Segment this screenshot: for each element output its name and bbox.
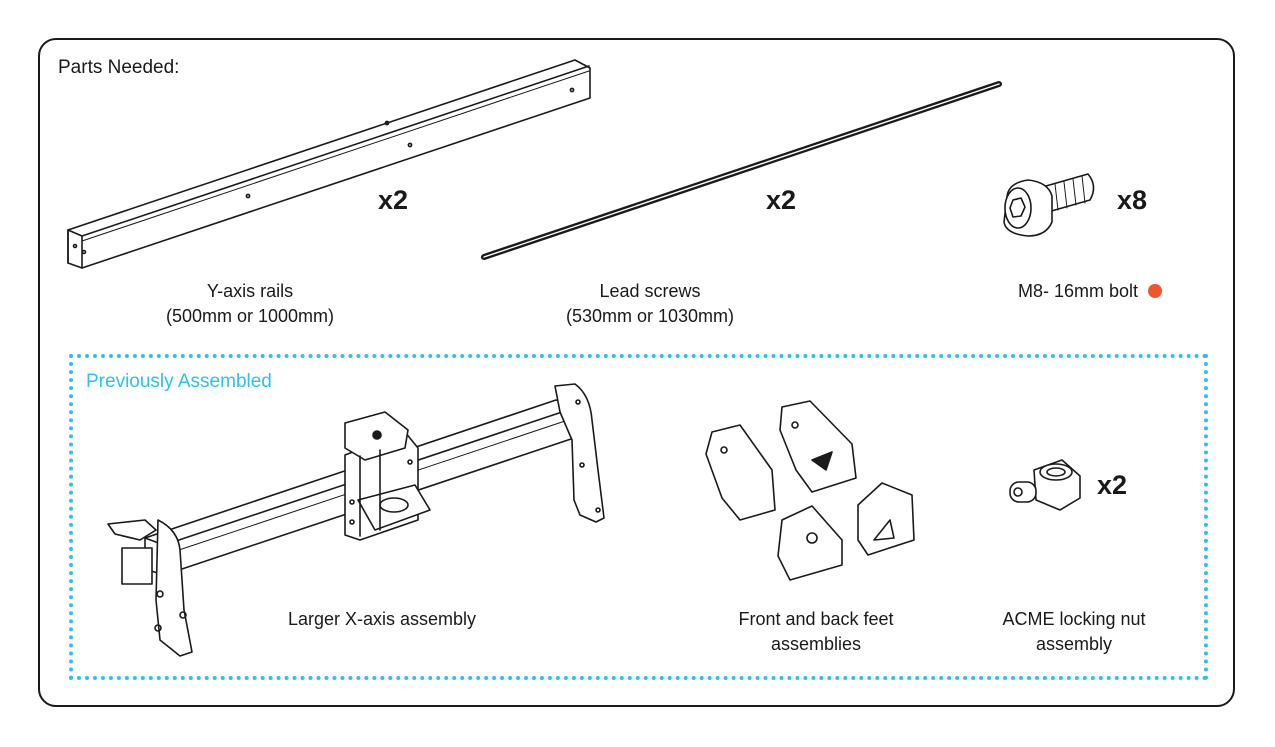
parts-panel: [38, 38, 1235, 707]
bolt-label-text: M8- 16mm bolt: [1017, 281, 1139, 301]
feet-label-line1: Front and back feet: [738, 609, 894, 629]
rail-quantity: x2: [378, 185, 409, 215]
bolt-quantity: x8: [1117, 185, 1148, 215]
acme-nut-icon: [1009, 459, 1081, 511]
x-axis-assembly-icon: [107, 383, 605, 657]
acme-nut-quantity: x2: [1097, 470, 1128, 500]
acme-nut-label: ACME locking nut assembly: [984, 607, 1164, 657]
rail-label-line1: Y-axis rails: [206, 281, 294, 301]
acme-label-line2: assembly: [1035, 634, 1113, 654]
feet-assemblies-icon: [705, 400, 915, 581]
previously-assembled-title: Previously Assembled: [86, 371, 272, 392]
bolt-marker-dot: [1148, 284, 1163, 298]
lead-screw-label: Lead screws (530mm or 1030mm): [540, 279, 760, 329]
lead-screw-label-line1: Lead screws: [599, 281, 701, 301]
bolt-label: M8- 16mm bolt: [1000, 279, 1180, 304]
lead-screw-label-line2: (530mm or 1030mm): [565, 306, 735, 326]
acme-label-line1: ACME locking nut: [1002, 609, 1146, 629]
lead-screw-icon: [481, 81, 1002, 260]
y-axis-rail-icon: [67, 59, 591, 269]
feet-assemblies-label: Front and back feet assemblies: [716, 607, 916, 657]
x-axis-assembly-label: Larger X-axis assembly: [287, 609, 477, 629]
parts-needed-heading: Parts Needed:: [58, 57, 180, 78]
previously-assembled-box: [69, 354, 1208, 680]
feet-label-line2: assemblies: [770, 634, 862, 654]
rail-label-line2: (500mm or 1000mm): [165, 306, 335, 326]
m8-bolt-icon: [1003, 173, 1095, 237]
rail-label: Y-axis rails (500mm or 1000mm): [140, 279, 360, 329]
lead-screw-quantity: x2: [766, 185, 797, 215]
